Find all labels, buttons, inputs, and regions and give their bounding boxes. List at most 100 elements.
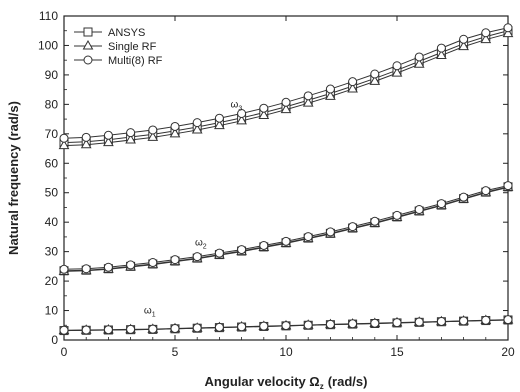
data-point xyxy=(170,324,180,334)
data-point xyxy=(191,123,203,134)
data-point xyxy=(192,118,202,128)
data-point xyxy=(347,83,358,93)
data-point xyxy=(414,317,424,327)
data-point xyxy=(59,325,69,335)
series-layer xyxy=(58,23,514,336)
x-axis-title-subscript: z xyxy=(320,382,324,391)
data-point xyxy=(58,139,70,150)
y-tick-label: 20 xyxy=(45,274,59,288)
data-point xyxy=(80,138,92,149)
mode-label: ω1 xyxy=(144,305,156,318)
x-tick-label: 20 xyxy=(501,345,515,359)
mode-label-subscript: 2 xyxy=(203,244,207,251)
y-tick-label: 110 xyxy=(39,9,58,23)
mode-label-symbol: ω xyxy=(231,99,239,110)
data-point xyxy=(325,84,335,94)
y-axis-title: Natural frequency (rad/s) xyxy=(6,101,21,255)
y-tick-label: 70 xyxy=(45,127,59,141)
data-point xyxy=(103,136,114,147)
mode-label-subscript: 1 xyxy=(152,311,156,318)
data-point xyxy=(348,77,358,87)
legend-marker xyxy=(83,27,93,37)
data-point xyxy=(303,91,313,101)
data-point xyxy=(459,192,469,202)
data-point xyxy=(281,236,291,246)
series-line xyxy=(63,185,509,270)
data-point xyxy=(414,52,424,62)
x-axis-title: Angular velocity Ωz (rad/s) xyxy=(205,374,368,391)
x-tick-label: 15 xyxy=(390,345,404,359)
y-tick-label: 100 xyxy=(38,38,58,52)
data-point xyxy=(103,325,113,335)
x-axis-title-main: Angular velocity Ω xyxy=(205,374,320,389)
mode-label: ω3 xyxy=(231,99,243,112)
data-point xyxy=(436,316,446,326)
data-point xyxy=(413,58,425,68)
data-point xyxy=(281,321,291,331)
data-point xyxy=(81,264,91,274)
data-point xyxy=(436,49,447,59)
data-point xyxy=(503,23,513,33)
data-point xyxy=(169,127,181,138)
series-circle xyxy=(59,23,513,335)
data-point xyxy=(480,33,492,44)
data-point xyxy=(370,216,380,226)
data-point xyxy=(81,325,91,335)
legend-marker xyxy=(82,39,94,50)
y-tick-label: 80 xyxy=(45,97,59,111)
data-point xyxy=(280,103,292,114)
data-point xyxy=(214,119,225,130)
data-point xyxy=(370,69,380,79)
x-tick-label: 0 xyxy=(61,345,68,359)
legend-label: Single RF xyxy=(108,41,157,53)
data-point xyxy=(259,103,269,113)
data-point xyxy=(59,264,69,274)
data-point xyxy=(436,199,446,209)
data-point xyxy=(503,181,513,191)
y-tick-label: 90 xyxy=(45,68,59,82)
data-point xyxy=(148,125,158,135)
y-tick-label: 50 xyxy=(45,186,59,200)
data-point xyxy=(81,132,91,142)
data-point xyxy=(481,186,491,196)
data-point xyxy=(325,319,335,329)
data-point xyxy=(481,315,491,325)
data-point xyxy=(170,121,180,131)
mode-label-symbol: ω xyxy=(195,238,203,249)
data-point xyxy=(348,319,358,329)
mode-label-symbol: ω xyxy=(144,305,152,316)
y-tick-label: 10 xyxy=(45,304,59,318)
data-point xyxy=(192,252,202,262)
data-point xyxy=(170,255,180,265)
data-point xyxy=(59,133,69,143)
data-point xyxy=(436,43,446,53)
data-point xyxy=(126,260,136,270)
legend-marker xyxy=(83,55,93,65)
mode-label-subscript: 3 xyxy=(238,105,242,112)
data-point xyxy=(303,320,313,330)
legend-label: ANSYS xyxy=(108,27,145,39)
y-tick-label: 40 xyxy=(45,215,59,229)
data-point xyxy=(125,133,136,144)
data-point xyxy=(325,227,335,237)
data-point xyxy=(391,67,403,77)
mode-label: ω2 xyxy=(195,238,207,251)
y-tick-label: 30 xyxy=(45,245,59,259)
legend-label: Multi(8) RF xyxy=(108,55,163,67)
x-tick-label: 10 xyxy=(279,345,293,359)
legend-entry: Single RF xyxy=(74,39,157,53)
y-tick-label: 60 xyxy=(45,156,59,170)
data-point xyxy=(325,90,336,100)
data-point xyxy=(259,321,269,331)
data-point xyxy=(236,114,247,125)
data-point xyxy=(459,316,469,326)
x-axis-title-unit: (rad/s) xyxy=(328,374,368,389)
data-point xyxy=(503,315,513,325)
legend: ANSYS Single RF Multi(8) RF xyxy=(74,27,163,67)
data-point xyxy=(281,97,291,107)
data-point xyxy=(258,109,270,120)
data-point xyxy=(126,128,136,138)
data-point xyxy=(370,318,380,328)
data-point xyxy=(502,27,514,38)
